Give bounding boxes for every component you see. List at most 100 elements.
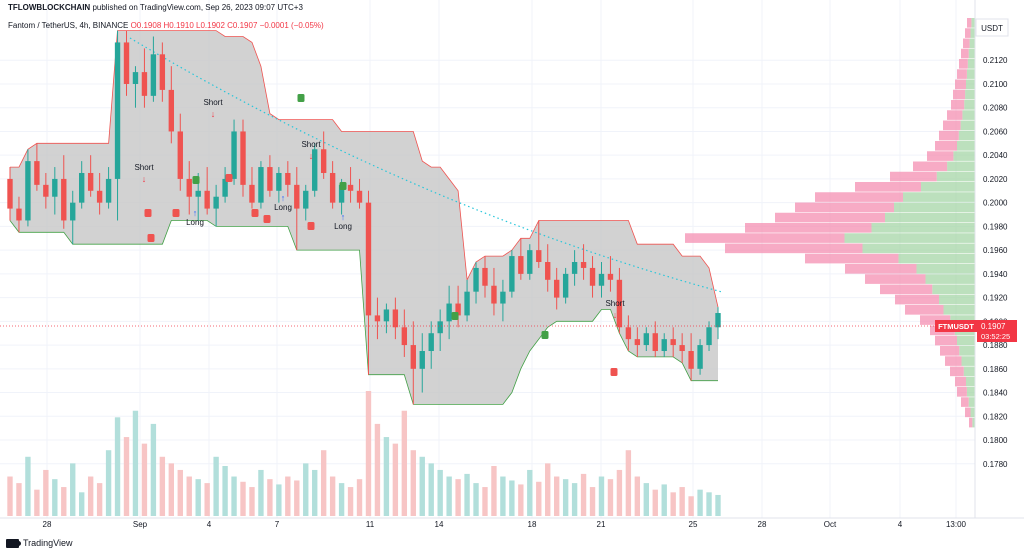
signal-marker-icon <box>144 209 152 217</box>
volume-bar <box>150 423 157 516</box>
y-tick-label: 0.2020 <box>983 175 1008 184</box>
y-tick-label: 0.1860 <box>983 365 1008 374</box>
candle-body <box>509 256 515 292</box>
up-arrow-icon: ↑ <box>341 212 346 222</box>
profile-buy-bar <box>972 417 975 428</box>
profile-sell-bar <box>950 366 964 377</box>
candle-body <box>141 72 148 96</box>
x-axis[interactable]: 28 Sep 4 7 11 14 18 21 25 28 Oct 4 13:00 <box>0 517 1024 529</box>
volume-bar <box>706 492 712 516</box>
volume-bar <box>168 463 175 516</box>
volume-bar <box>652 489 658 516</box>
candle-body <box>365 202 372 316</box>
x-tick-label: Oct <box>824 520 837 529</box>
candle-body <box>177 131 183 179</box>
profile-buy-bar <box>916 264 975 274</box>
profile-sell-bar <box>955 376 966 387</box>
symbol-legend[interactable]: Fantom / TetherUS, 4h, BINANCE O0.1908 H… <box>8 21 324 30</box>
publish-header: TFLOWBLOCKCHAIN published on TradingView… <box>8 3 303 12</box>
publish-info: published on TradingView.com, Sep 26, 20… <box>92 3 303 12</box>
profile-sell-bar <box>845 264 917 274</box>
profile-buy-bar <box>932 284 975 295</box>
volume-bar <box>347 487 354 516</box>
candle-body <box>374 315 381 322</box>
y-tick-label: 0.1820 <box>983 412 1008 421</box>
y-tick-label: 0.1960 <box>983 246 1008 255</box>
x-tick-label: 4 <box>207 520 212 529</box>
profile-sell-bar <box>967 18 972 28</box>
y-tick-label: 0.1780 <box>983 460 1008 469</box>
profile-buy-bar <box>862 243 975 254</box>
candle-body <box>562 273 569 298</box>
volume-bar <box>401 410 408 516</box>
candle-body <box>491 285 497 304</box>
volume-bar <box>697 489 703 516</box>
candle-body <box>96 190 103 203</box>
candle-body <box>410 345 416 369</box>
profile-sell-bar <box>940 346 960 356</box>
volume-bar <box>580 473 587 516</box>
profile-sell-bar <box>805 253 899 264</box>
profile-buy-bar <box>844 233 975 243</box>
profile-buy-bar <box>921 182 975 192</box>
volume-bar <box>598 476 605 516</box>
volume-bar <box>446 476 452 516</box>
candle-body <box>276 172 282 191</box>
ohlc-close: C0.1907 <box>227 21 258 30</box>
candle-body <box>329 172 336 203</box>
price-change: −0.0001 (−0.05%) <box>259 21 324 30</box>
volume-bar <box>571 483 578 516</box>
volume-bars <box>7 391 721 516</box>
candle-body <box>16 208 22 221</box>
profile-sell-bar <box>685 233 845 243</box>
candle-body <box>580 262 587 268</box>
volume-bar <box>177 469 183 516</box>
volume-bar <box>625 450 632 516</box>
volume-bar <box>688 496 694 516</box>
symbol-tag-label: FTMUSDT <box>938 322 974 331</box>
volume-bar <box>329 476 336 516</box>
down-arrow-icon: ↓ <box>309 151 314 161</box>
candle-body <box>222 178 228 197</box>
profile-buy-bar <box>966 376 975 387</box>
volume-bar <box>258 469 264 516</box>
candle-body <box>213 196 219 209</box>
currency-box[interactable] <box>975 18 1009 37</box>
ohlc-open: O0.1908 <box>130 21 162 30</box>
volume-bar <box>222 466 228 516</box>
volume-bar <box>159 456 166 516</box>
volume-bar <box>320 450 327 516</box>
volume-bar <box>607 479 614 516</box>
volume-bar <box>114 417 121 516</box>
symbol-price-tag <box>935 320 977 332</box>
donchian-channel <box>9 30 719 405</box>
profile-sell-bar <box>905 305 944 315</box>
signal-marker-icon <box>307 222 315 230</box>
volume-profile <box>685 18 975 428</box>
candle-body <box>258 167 264 203</box>
candle-body <box>123 42 130 84</box>
footer-branding[interactable]: TradingView <box>6 538 73 548</box>
up-arrow-icon: ↑ <box>281 193 286 203</box>
signal-marker-icon <box>541 331 549 339</box>
candle-body <box>643 333 649 346</box>
candle-body <box>204 190 210 209</box>
y-tick-label: 0.2100 <box>983 80 1008 89</box>
profile-buy-bar <box>962 110 975 120</box>
candle-body <box>383 309 390 322</box>
candle-body <box>607 273 614 280</box>
up-arrow-icon: ↑ <box>193 208 198 218</box>
candle-body <box>79 172 85 203</box>
candle-body <box>446 303 452 322</box>
volume-bar <box>195 479 201 516</box>
candle-body <box>455 303 461 316</box>
volume-bar <box>105 450 112 516</box>
volume-bar <box>87 476 94 516</box>
signal-label: Long <box>274 203 292 212</box>
volume-bar <box>16 483 22 516</box>
volume-bar <box>303 463 309 516</box>
volume-bar <box>634 476 641 516</box>
volume-bar <box>419 456 425 516</box>
candle-body <box>132 72 139 84</box>
